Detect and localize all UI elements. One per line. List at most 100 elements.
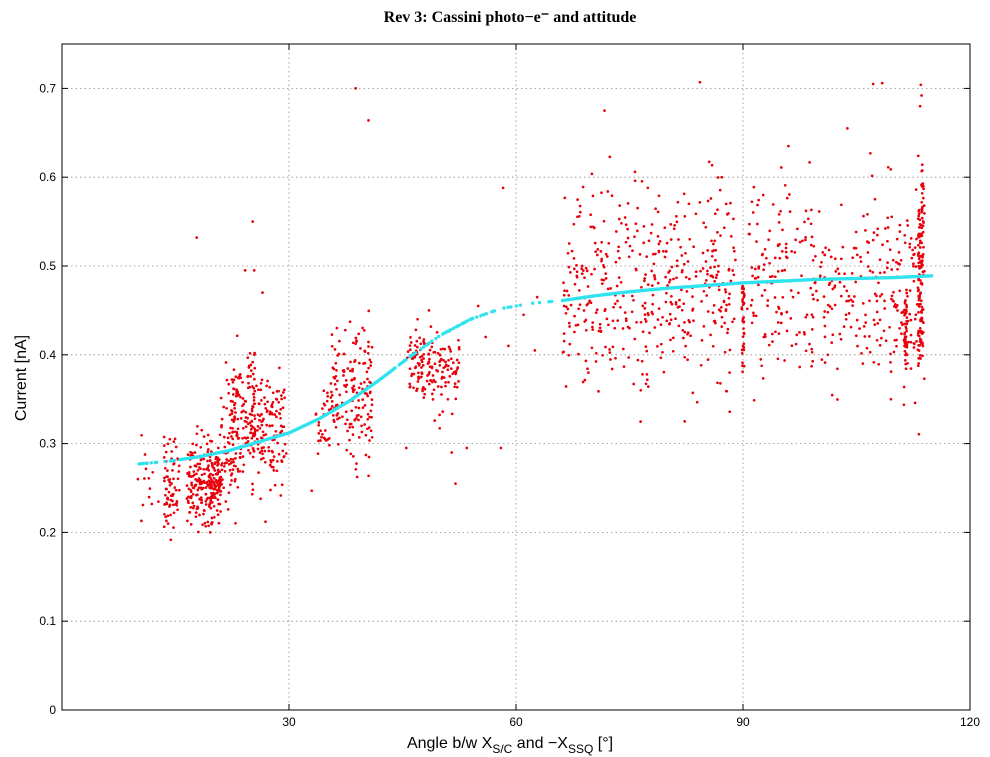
data-point [827,248,831,252]
data-point [761,377,765,380]
data-point [709,333,712,337]
data-point [909,367,913,370]
data-point [905,288,908,292]
data-point [675,276,678,280]
data-point [370,403,374,407]
data-point [875,338,879,342]
data-point [618,256,621,260]
data-point [231,437,235,441]
data-point [680,308,684,312]
data-point [650,284,654,287]
data-point [917,362,920,365]
data-point [741,370,744,374]
data-point [771,275,774,278]
data-point [168,480,172,484]
data-point [785,256,789,260]
data-point [232,368,236,372]
chart-title: Rev 3: Cassini photo−e⁻ and attitude [384,9,637,26]
data-point [741,361,744,365]
data-point [419,342,423,346]
data-point [757,265,761,268]
data-point [198,462,202,466]
data-point [742,327,745,330]
data-point [260,423,264,427]
data-point [875,233,879,237]
data-point [351,425,355,429]
data-point [246,375,250,379]
data-point [706,249,710,252]
data-point [237,393,241,397]
data-point [317,423,321,427]
data-point [899,258,903,262]
data-point [615,284,619,288]
data-point [171,469,174,472]
data-point [368,439,371,442]
data-point [794,342,798,346]
data-point [364,453,368,457]
data-point [533,349,537,352]
data-point [809,286,813,290]
data-point [194,511,198,514]
data-point [413,344,417,347]
data-point [203,472,206,476]
data-point [908,289,912,292]
data-point [575,274,579,278]
data-point [638,253,642,256]
data-point [611,345,615,349]
data-point [251,385,254,388]
data-point [699,269,702,273]
plot-frame [61,43,971,711]
data-point [785,310,789,314]
data-point [685,290,689,293]
data-point [604,252,608,256]
data-point [643,313,647,316]
data-point [723,288,727,291]
data-point [271,458,275,462]
fit-point [404,358,408,362]
data-point [198,513,201,517]
data-point [614,260,618,264]
data-point [903,331,907,335]
data-point [338,393,342,397]
data-point [210,439,214,443]
data-point [795,333,799,337]
data-point [206,496,210,500]
data-point [151,470,155,474]
data-point [216,446,220,450]
data-point [670,302,674,306]
data-point [885,266,889,270]
fit-point [457,323,461,328]
x-tick-labels: 30 60 90 120 [282,715,980,729]
data-point [212,504,216,508]
data-point [742,364,746,368]
data-point [359,415,363,419]
data-point [833,303,837,307]
data-point [268,424,272,428]
data-point [917,243,920,247]
data-point [333,383,337,386]
data-point [205,442,209,446]
data-point [222,435,226,439]
data-point [674,317,677,321]
data-point [208,502,212,505]
fit-point [492,309,497,313]
data-point [202,509,206,512]
data-point [724,309,728,313]
data-point [920,191,924,195]
data-point [442,376,446,379]
data-point [783,268,787,272]
data-point [760,294,764,297]
data-point [640,285,643,289]
data-point [334,403,338,407]
data-point [823,310,827,313]
data-point [810,313,814,317]
data-point [257,471,260,474]
data-point [864,321,868,324]
data-point [190,481,193,485]
data-point [851,256,855,260]
data-point [714,276,718,279]
data-point [704,260,708,263]
data-point [563,196,567,200]
data-point [169,538,173,542]
data-point [674,302,678,306]
